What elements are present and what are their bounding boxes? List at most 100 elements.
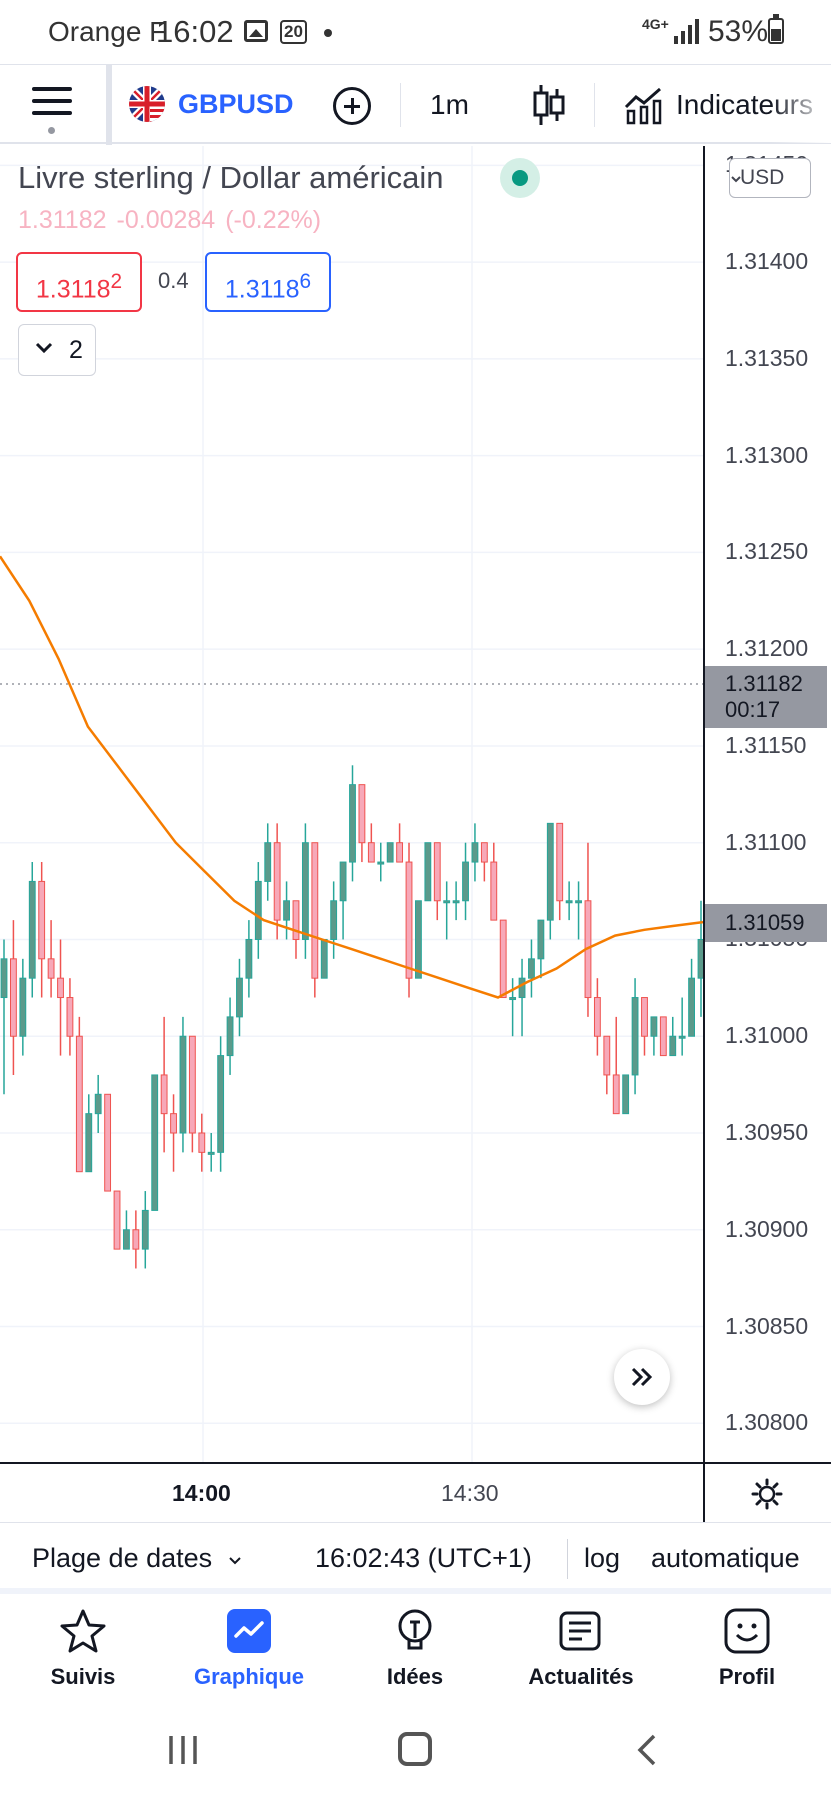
- candle-body: [358, 784, 366, 844]
- news-icon: [559, 1611, 601, 1651]
- chart-legend: Livre sterling / Dollar américain 1.3118…: [18, 160, 444, 235]
- candle-body: [75, 1035, 83, 1173]
- candle-body: [254, 880, 262, 940]
- buy-button[interactable]: 1.31186: [205, 252, 331, 312]
- lightbulb-icon: [398, 1609, 432, 1650]
- notification-dot-icon: [324, 29, 332, 37]
- recent-apps-icon[interactable]: [168, 1734, 198, 1766]
- nav-item-actualites[interactable]: Actualités: [506, 1608, 656, 1704]
- candle-body: [273, 842, 281, 921]
- market-open-icon: [500, 158, 540, 198]
- candle-body: [433, 842, 441, 902]
- time-axis[interactable]: 14:00 14:30: [0, 1462, 831, 1522]
- nav-item-suivis[interactable]: Suivis: [8, 1608, 158, 1704]
- bottom-navigation: Suivis Graphique Idées Actualités: [0, 1600, 831, 1704]
- symbol-button[interactable]: GBPUSD: [178, 89, 294, 119]
- candle-body: [170, 1113, 177, 1134]
- back-icon[interactable]: [636, 1734, 658, 1766]
- chart-icon: [227, 1609, 271, 1653]
- price-tick-label: 1.30850: [725, 1312, 809, 1339]
- candle-body: [678, 1035, 686, 1039]
- candle-body: [38, 880, 46, 960]
- toolbar-divider: [594, 83, 595, 127]
- candle-body: [537, 919, 545, 960]
- candle-body: [85, 1113, 93, 1173]
- candle-body: [198, 1132, 206, 1153]
- candle-body: [179, 1035, 187, 1134]
- candle-body: [9, 958, 17, 1037]
- currency-button[interactable]: USD: [729, 158, 811, 198]
- home-icon[interactable]: [398, 1732, 432, 1766]
- candle-body: [264, 842, 272, 882]
- uk-us-flag-icon: [129, 86, 165, 122]
- candle-body: [462, 861, 469, 902]
- candle-body: [650, 1016, 658, 1037]
- time-label: 14:30: [441, 1480, 499, 1506]
- price-chart[interactable]: [0, 146, 703, 1462]
- candle-body: [104, 1093, 112, 1192]
- nav-item-idees[interactable]: Idées: [340, 1608, 490, 1704]
- network-type: 4G+: [642, 16, 669, 32]
- candlestick-icon[interactable]: [533, 83, 565, 127]
- notification-badge-icon: 20: [280, 20, 307, 44]
- menu-icon[interactable]: [32, 87, 72, 123]
- bar-countdown: 00:17: [725, 697, 781, 722]
- candle-body: [292, 900, 300, 940]
- candle-body: [349, 784, 356, 863]
- indicators-icon[interactable]: [624, 85, 664, 125]
- candle-body: [151, 1074, 159, 1211]
- price-axis[interactable]: 1.314501.314001.313501.313001.312501.312…: [703, 146, 831, 1462]
- sell-button[interactable]: 1.31182: [16, 252, 142, 312]
- price-tick-label: 1.31400: [725, 248, 809, 275]
- candle-body: [471, 842, 479, 863]
- gear-icon[interactable]: [751, 1478, 783, 1510]
- candle-body: [188, 1035, 196, 1134]
- nav-item-profil[interactable]: Profil: [672, 1608, 822, 1704]
- toolbar-fade: [771, 65, 831, 143]
- axis-corner-divider: [703, 1464, 705, 1522]
- log-scale-button[interactable]: log: [584, 1543, 621, 1573]
- candle-body: [546, 822, 554, 921]
- candle-body: [236, 977, 243, 1018]
- candle-body: [141, 1209, 149, 1250]
- candle-body: [386, 842, 394, 863]
- nav-item-graphique[interactable]: Graphique: [174, 1608, 324, 1704]
- candle-body: [320, 938, 328, 979]
- auto-scale-button[interactable]: automatique: [651, 1543, 800, 1573]
- date-range-button[interactable]: Plage de dates: [32, 1543, 242, 1574]
- candle-body: [245, 938, 253, 979]
- nav-label: Graphique: [193, 1664, 304, 1689]
- nav-label: Profil: [718, 1664, 776, 1689]
- last-price-value: 1.31182: [725, 671, 803, 696]
- candle-body: [123, 1229, 130, 1250]
- battery-icon: [768, 14, 784, 44]
- chart-area[interactable]: Livre sterling / Dollar américain 1.3118…: [0, 146, 831, 1462]
- status-bar: Orange F 16:02 20 4G+ 53%: [0, 0, 831, 64]
- price-tick-label: 1.31350: [725, 344, 809, 371]
- scroll-to-realtime-button[interactable]: [614, 1349, 670, 1405]
- candle-body: [301, 842, 309, 940]
- legend-last-price: 1.31182: [18, 206, 107, 234]
- toolbar-divider: [106, 65, 112, 145]
- chevron-down-icon: [228, 1557, 241, 1565]
- timezone-clock[interactable]: 16:02:43 (UTC+1): [315, 1543, 532, 1573]
- interval-button[interactable]: 1m: [430, 89, 469, 120]
- system-navigation: [0, 1704, 831, 1800]
- candle-body: [226, 1016, 234, 1057]
- candle-body: [697, 938, 703, 979]
- candle-body: [631, 997, 639, 1076]
- candle-body: [509, 997, 517, 1001]
- ma-price-label: 1.31059: [705, 904, 827, 942]
- indicators-collapse-button[interactable]: 2: [18, 324, 96, 376]
- candle-body: [565, 900, 573, 904]
- menu-indicator-dot: [48, 127, 55, 134]
- plus-circle-icon[interactable]: [333, 87, 371, 125]
- candle-body: [528, 958, 535, 979]
- price-tick-label: 1.30950: [725, 1119, 809, 1145]
- bid-pip: 2: [110, 270, 123, 293]
- candle-body: [94, 1093, 102, 1115]
- price-tick-label: 1.31300: [725, 441, 809, 468]
- candle-body: [47, 958, 55, 979]
- double-chevron-right-icon: [631, 1367, 653, 1387]
- legend-change: -0.00284: [116, 206, 216, 234]
